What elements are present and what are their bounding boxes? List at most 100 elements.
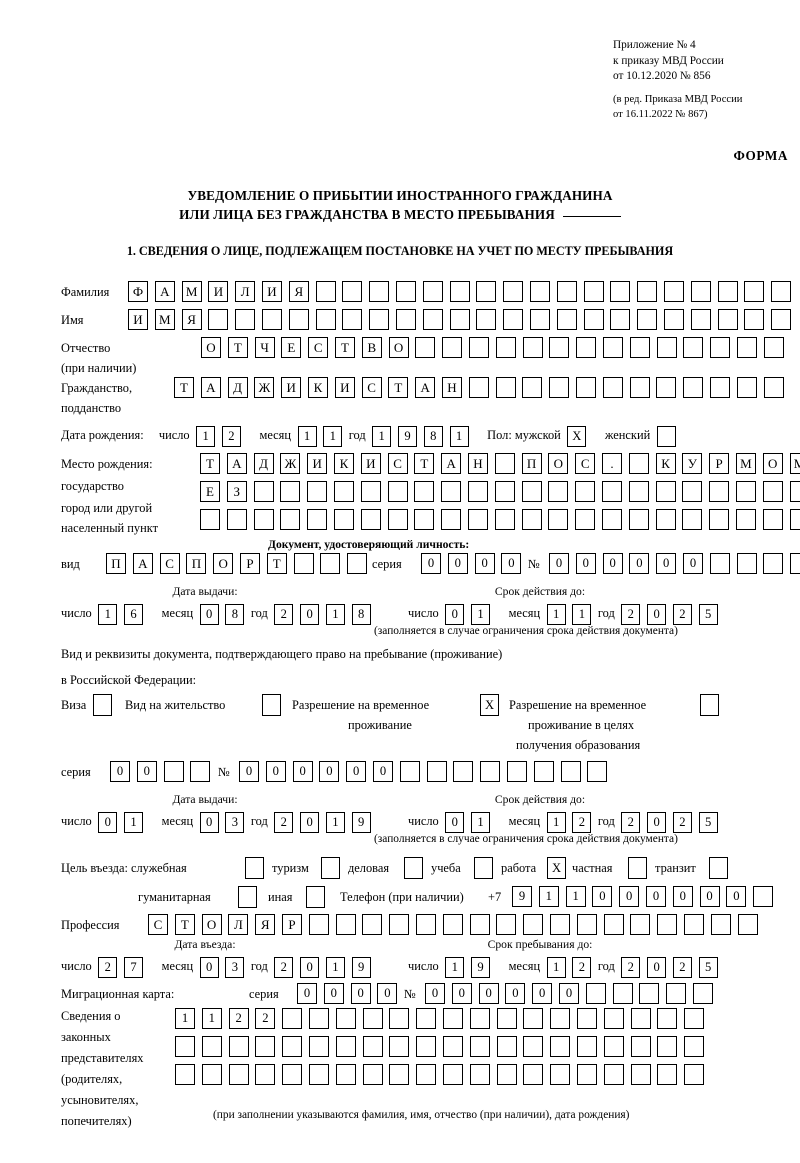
birth-place-row1-cell-21[interactable]: М (735, 453, 756, 474)
birth-place-row1-cell-19[interactable]: У (682, 453, 703, 474)
profession-cell-10[interactable] (389, 914, 410, 935)
birth-place-row2-cell-2[interactable]: З (226, 481, 247, 502)
name-cell-9[interactable] (342, 309, 363, 330)
birth-place-row1-cell-1[interactable]: Т (200, 453, 220, 474)
name-cell-17[interactable] (556, 309, 577, 330)
migration-number-cell-2[interactable]: 0 (451, 983, 472, 1004)
name-cell-20[interactable] (637, 309, 658, 330)
permit-issue-year-d3[interactable]: 1 (325, 811, 345, 833)
legal-rep-row2-cell-13[interactable] (496, 1036, 517, 1057)
profession-cell-15[interactable] (523, 914, 544, 935)
migration-series-cell-2[interactable]: 0 (323, 983, 344, 1004)
citizenship-cell-21[interactable] (709, 377, 730, 398)
stay-day-d2[interactable]: 9 (471, 956, 491, 978)
citizenship-cell-11[interactable]: Н (441, 377, 462, 398)
legal-rep-row2-cell-4[interactable] (255, 1036, 276, 1057)
birth-place-row2-cell-12[interactable] (494, 481, 515, 502)
legal-rep-row3-cell-13[interactable] (496, 1064, 517, 1085)
birth-place-row2-cell-5[interactable] (307, 481, 328, 502)
birth-place-row2-cell-16[interactable] (601, 481, 622, 502)
legal-rep-row1-cell-19[interactable] (657, 1008, 678, 1029)
surname-cell-14[interactable] (476, 281, 497, 302)
doc-number-cell-5[interactable]: 0 (656, 553, 677, 574)
birth-place-row1-cell-23[interactable]: М (789, 453, 800, 474)
entry-month-d2[interactable]: 3 (225, 956, 245, 978)
profession-cell-14[interactable] (496, 914, 517, 935)
citizenship-cell-22[interactable] (736, 377, 757, 398)
surname-cell-1[interactable]: Ф (128, 281, 148, 302)
birth-place-row1-cell-14[interactable]: О (548, 453, 569, 474)
doc-number-cell-3[interactable]: 0 (602, 553, 623, 574)
doc-valid-month-d2[interactable]: 1 (572, 603, 592, 625)
profession-cell-13[interactable] (469, 914, 490, 935)
name-cell-7[interactable] (288, 309, 309, 330)
birth-place-row3-cell-17[interactable] (628, 509, 649, 530)
surname-cell-11[interactable] (395, 281, 416, 302)
patronymic-cell-22[interactable] (763, 337, 784, 358)
birth-place-row1-cell-16[interactable]: . (601, 453, 622, 474)
legal-rep-row2-cell-15[interactable] (550, 1036, 571, 1057)
birth-place-row1-cell-20[interactable]: Р (709, 453, 730, 474)
legal-rep-row1-cell-9[interactable] (389, 1008, 410, 1029)
citizenship-cell-20[interactable] (683, 377, 704, 398)
patronymic-cell-6[interactable]: Т (334, 337, 355, 358)
legal-rep-row3-cell-1[interactable] (175, 1064, 195, 1085)
purpose-business-checkbox[interactable] (404, 857, 423, 879)
doc-valid-day-d2[interactable]: 1 (471, 603, 491, 625)
legal-rep-row3-cell-19[interactable] (657, 1064, 678, 1085)
surname-cell-5[interactable]: Л (235, 281, 256, 302)
birth-place-row2-cell-21[interactable] (735, 481, 756, 502)
patronymic-cell-19[interactable] (683, 337, 704, 358)
doc-issue-month-d2[interactable]: 8 (225, 603, 245, 625)
legal-rep-row2-cell-1[interactable] (175, 1036, 195, 1057)
legal-rep-row2-cell-12[interactable] (469, 1036, 490, 1057)
legal-rep-row2-cell-2[interactable] (201, 1036, 222, 1057)
entry-year-d4[interactable]: 9 (351, 956, 371, 978)
birth-place-row3-cell-2[interactable] (226, 509, 247, 530)
birth-place-row3-cell-5[interactable] (307, 509, 328, 530)
stay-year-d1[interactable]: 2 (621, 956, 641, 978)
birth-place-row3-cell-10[interactable] (441, 509, 462, 530)
sex-male-checkbox[interactable]: X (567, 425, 587, 447)
birth-place-row2-cell-3[interactable] (253, 481, 274, 502)
entry-day-d1[interactable]: 2 (98, 956, 118, 978)
permit-number-cell-6[interactable]: 0 (372, 761, 393, 782)
legal-rep-row2-cell-17[interactable] (603, 1036, 624, 1057)
doc-kind-cell-6[interactable]: Р (239, 553, 260, 574)
citizenship-cell-8[interactable]: С (361, 377, 382, 398)
name-cell-12[interactable] (422, 309, 443, 330)
birth-year-d3[interactable]: 8 (423, 425, 443, 447)
doc-number-cell-6[interactable]: 0 (682, 553, 703, 574)
permit-valid-year-d2[interactable]: 0 (647, 811, 667, 833)
legal-rep-row1-cell-1[interactable]: 1 (175, 1008, 195, 1029)
phone-cell-3[interactable]: 1 (565, 886, 586, 907)
birth-place-row3-cell-20[interactable] (709, 509, 730, 530)
stay-month-d1[interactable]: 1 (546, 956, 566, 978)
birth-place-row1-cell-6[interactable]: К (333, 453, 354, 474)
phone-cell-5[interactable]: 0 (619, 886, 640, 907)
permit-number-cell-13[interactable] (560, 761, 581, 782)
entry-year-d3[interactable]: 1 (325, 956, 345, 978)
birth-place-row3-cell-15[interactable] (575, 509, 596, 530)
phone-cell-1[interactable]: 9 (512, 886, 532, 907)
legal-rep-row3-cell-17[interactable] (603, 1064, 624, 1085)
surname-cell-23[interactable] (717, 281, 738, 302)
legal-rep-row2-cell-3[interactable] (228, 1036, 249, 1057)
doc-issue-year-d2[interactable]: 0 (300, 603, 320, 625)
birth-place-row1-cell-13[interactable]: П (521, 453, 542, 474)
birth-place-row3-cell-19[interactable] (682, 509, 703, 530)
permit-issue-day-d1[interactable]: 0 (98, 811, 118, 833)
patronymic-cell-5[interactable]: С (308, 337, 329, 358)
legal-rep-row3-cell-6[interactable] (308, 1064, 329, 1085)
citizenship-cell-15[interactable] (549, 377, 570, 398)
legal-rep-row1-cell-4[interactable]: 2 (255, 1008, 276, 1029)
legal-rep-row2-cell-20[interactable] (684, 1036, 705, 1057)
citizenship-cell-18[interactable] (629, 377, 650, 398)
surname-cell-7[interactable]: Я (288, 281, 309, 302)
legal-rep-row3-cell-15[interactable] (550, 1064, 571, 1085)
migration-number-cell-6[interactable]: 0 (558, 983, 579, 1004)
permit-issue-day-d2[interactable]: 1 (124, 811, 144, 833)
permit-issue-year-d1[interactable]: 2 (274, 811, 294, 833)
